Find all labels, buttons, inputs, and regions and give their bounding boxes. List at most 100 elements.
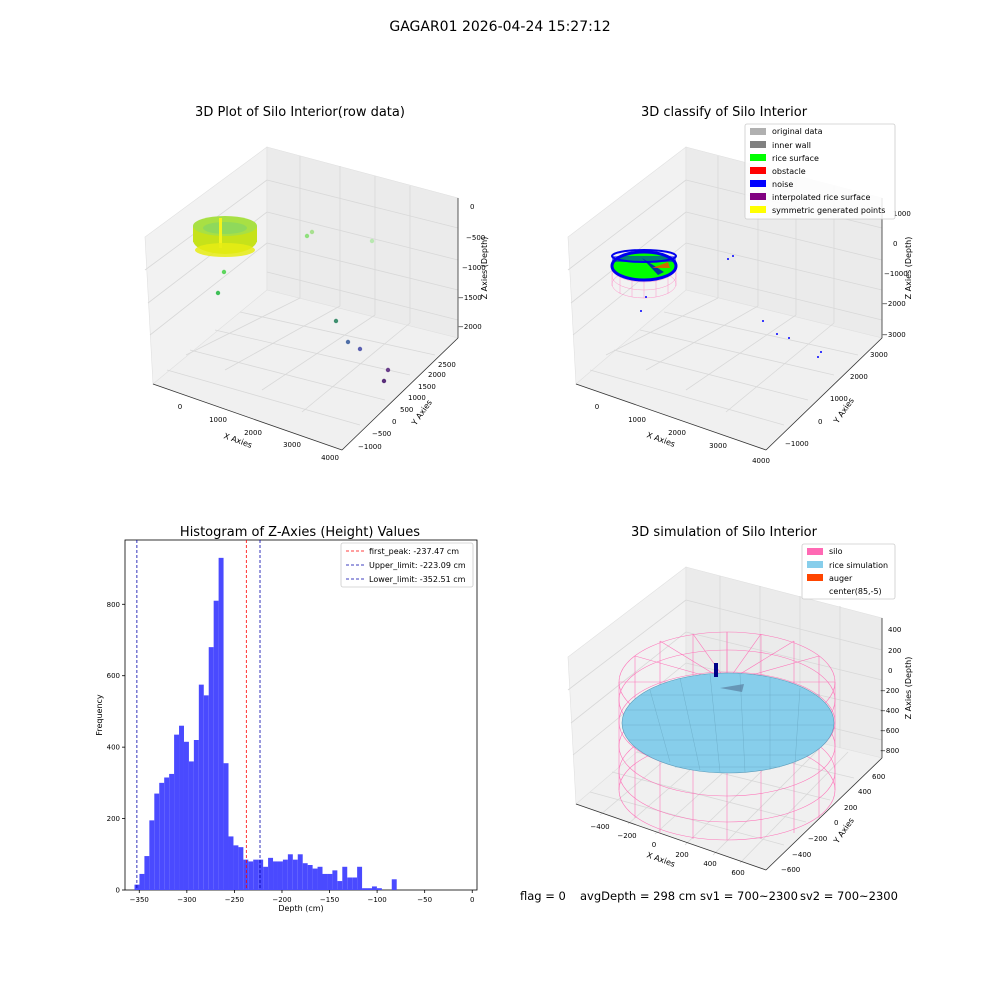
hist-bar (322, 873, 328, 890)
hist-bar (292, 859, 298, 890)
sv2-text: sv2 = 700~2300 (800, 889, 898, 903)
hist-bar (238, 847, 244, 890)
raw-zlabel: Z Axies (Depth) (480, 237, 489, 300)
cls-xtick: 4000 (752, 457, 770, 465)
hist-legend: first_peak: -237.47 cm Upper_limit: -223… (340, 542, 474, 588)
legend-auger: auger (829, 574, 853, 583)
hist-xtick-label: −150 (320, 896, 339, 904)
hist-ytick-label: 800 (107, 601, 120, 609)
hist-bar (258, 859, 264, 890)
raw-ztick: −1000 (462, 264, 486, 272)
legend-rice-simulation: rice simulation (829, 561, 888, 570)
hist-bar (149, 820, 155, 890)
hist-bar (248, 861, 254, 890)
legend-swatch-inner-wall (750, 141, 766, 148)
legend-rice-surface: rice surface (772, 154, 819, 163)
legend-swatch-noise (750, 180, 766, 187)
legend-swatch-rice-simulation (807, 561, 823, 568)
hist-bar (179, 725, 184, 890)
legend-obstacle: obstacle (772, 167, 806, 176)
cls-ytick: −1000 (785, 440, 809, 448)
hist-bars (134, 557, 397, 890)
sim-xtick: 0 (652, 841, 656, 849)
hist-bar (253, 859, 259, 890)
raw-y-axis (341, 337, 459, 451)
sim-ztick: 200 (888, 647, 901, 655)
cls-gridlines (567, 156, 883, 426)
sim-ztick: −200 (880, 687, 899, 695)
panel-raw-3d: 3D Plot of Silo Interior(row data) 0 100… (144, 105, 489, 462)
raw-xtick: 4000 (321, 454, 339, 462)
sim-ztick: 0 (888, 667, 892, 675)
legend-first-peak: first_peak: -237.47 cm (369, 547, 459, 556)
hist-ytick-label: 200 (107, 815, 120, 823)
hist-xticks: −350 −300 −250 −200 −150 −100 −50 0 (130, 890, 474, 904)
hist-bar (282, 859, 288, 890)
legend-swatch-obstacle (750, 167, 766, 174)
hist-title: Histogram of Z-Axies (Height) Values (180, 525, 420, 540)
hist-bar (347, 877, 353, 890)
hist-bar (327, 873, 333, 890)
legend-swatch-original (750, 128, 766, 135)
raw-ztick: −500 (466, 234, 485, 242)
hist-ytick-label: 400 (107, 744, 120, 752)
cls-legend: original data inner wall rice surface ob… (744, 123, 896, 220)
raw-ytick: 1000 (408, 394, 426, 402)
cls-ztick: −1000 (884, 270, 908, 278)
cls-y-axis (765, 337, 883, 451)
hist-bar (218, 557, 224, 890)
hist-bar (362, 888, 368, 890)
raw-ytick: 500 (400, 406, 413, 414)
panel-simulation-3d: 3D simulation of Silo Interior (567, 525, 913, 877)
cls-xtick: 1000 (628, 416, 646, 424)
hist-bar (287, 854, 293, 890)
panel-raw-title: 3D Plot of Silo Interior(row data) (195, 105, 405, 120)
sim-ztick: −400 (880, 707, 899, 715)
hist-bar (307, 865, 313, 890)
hist-bar (188, 761, 194, 890)
hist-bar (169, 773, 175, 890)
raw-ytick: 2500 (438, 361, 456, 369)
cls-silo-cloud (610, 249, 678, 299)
hist-bar (391, 879, 397, 890)
sim-zlabel: Z Axies (Depth) (904, 657, 913, 720)
sim-ytick: −400 (792, 851, 811, 859)
cls-ztick: 1000 (893, 210, 911, 218)
hist-ytick-label: 0 (116, 887, 120, 895)
raw-gridlines (144, 156, 459, 426)
figure-title: GAGAR01 2026-04-24 15:27:12 (389, 19, 610, 35)
hist-bar (183, 741, 189, 890)
legend-original-data: original data (772, 127, 823, 136)
hist-ytick-label: 600 (107, 672, 120, 680)
hist-bar (371, 886, 377, 890)
hist-bar (376, 888, 382, 890)
hist-bar (164, 777, 170, 890)
sim-xlabel: X Axies (645, 850, 676, 869)
sim-xtick: 200 (675, 851, 688, 859)
hist-xtick-label: −300 (177, 896, 196, 904)
cls-xtick: 3000 (709, 442, 727, 450)
cls-ytick: 2000 (850, 373, 868, 381)
raw-x-axis (152, 383, 343, 451)
sim-ytick: 0 (834, 819, 838, 827)
cls-ztick: −2000 (882, 300, 906, 308)
legend-inner-wall: inner wall (772, 141, 811, 150)
panel-classify-title: 3D classify of Silo Interior (641, 105, 808, 120)
sim-x-axis (575, 803, 767, 871)
hist-bar (302, 863, 308, 890)
hist-bar (223, 763, 229, 890)
panel-classify-3d: 3D classify of Silo Interior 0 1000 2000… (567, 105, 913, 465)
hist-xtick-label: −200 (272, 896, 291, 904)
avg-depth-text: avgDepth = 298 cm (580, 889, 696, 903)
hist-bar (228, 836, 234, 890)
legend-interpolated-rice-surface: interpolated rice surface (772, 193, 870, 202)
hist-xtick-label: −100 (367, 896, 386, 904)
hist-xtick-label: −350 (130, 896, 149, 904)
cls-xtick: 2000 (668, 429, 686, 437)
hist-bar (337, 881, 343, 890)
hist-bar (233, 845, 239, 890)
cls-ztick: −3000 (882, 331, 906, 339)
hist-bar (268, 857, 274, 890)
sim-xtick: 400 (703, 860, 716, 868)
